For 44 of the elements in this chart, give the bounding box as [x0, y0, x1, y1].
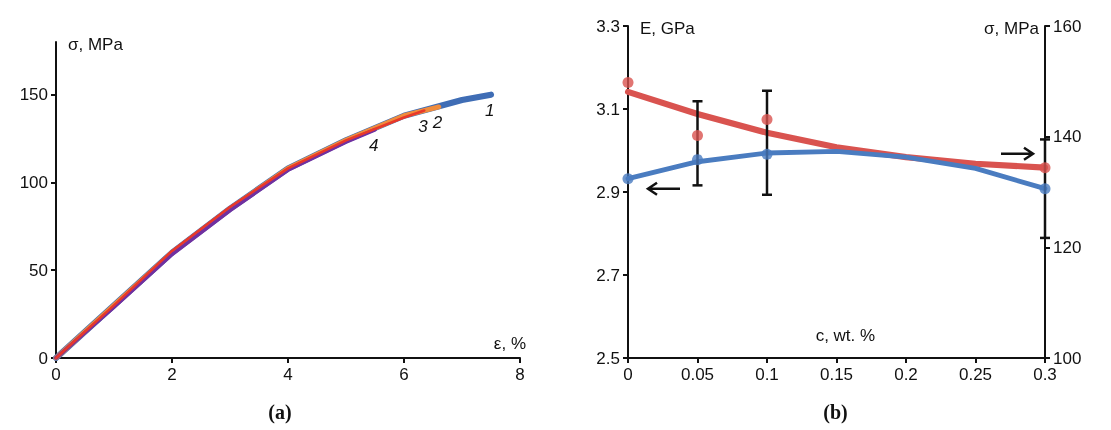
point — [622, 76, 634, 88]
y-axis-title: E, GPa — [640, 19, 696, 38]
y-tick-label: 2.9 — [596, 182, 620, 202]
x-tick-label: 0.15 — [819, 365, 854, 384]
text: (b) — [823, 401, 848, 424]
x-axis-title: c, wt. % — [815, 326, 876, 345]
x-tick-label: 2 — [167, 365, 177, 384]
point — [761, 148, 773, 160]
point — [1039, 183, 1051, 195]
x-tick-label: 0 — [623, 365, 633, 384]
series-label: 4 — [369, 136, 379, 156]
x-tick-label: 0 — [51, 365, 61, 384]
point — [622, 173, 634, 185]
y-tick-label: 3.1 — [596, 99, 620, 119]
y-axis-title: σ, MPa — [68, 35, 124, 54]
y-tick-label: 150 — [19, 85, 48, 105]
y-tick-label: 0 — [38, 348, 48, 368]
y2-tick-label: 140 — [1053, 127, 1082, 147]
y2-tick-label: 100 — [1053, 348, 1082, 368]
x-tick-label: 0.3 — [1033, 365, 1057, 384]
series-label: 3 — [418, 116, 429, 136]
point — [1039, 162, 1051, 174]
y2-tick-label: 120 — [1053, 237, 1082, 257]
x-tick-label: 6 — [399, 365, 409, 384]
y-tick-label: 2.5 — [596, 348, 620, 368]
y-tick-label: 100 — [19, 172, 48, 192]
text: (a) — [268, 401, 292, 424]
point — [692, 154, 703, 166]
y-tick-label: 3.3 — [596, 16, 620, 36]
point — [761, 114, 773, 126]
x-tick-label: 8 — [515, 365, 525, 384]
point — [692, 130, 703, 142]
y2-axis-title: σ, MPa — [984, 19, 1040, 38]
series-label: 2 — [431, 113, 443, 133]
x-tick-label: 4 — [283, 365, 293, 384]
series-label: 1 — [485, 101, 495, 121]
y2-tick-label: 160 — [1053, 16, 1082, 36]
x-tick-label: 0.05 — [680, 365, 715, 384]
y-tick-label: 50 — [29, 260, 48, 280]
x-tick-label: 0.1 — [755, 365, 779, 384]
x-axis-title: ε, % — [493, 334, 526, 353]
x-tick-label: 0.2 — [894, 365, 918, 384]
y-tick-label: 2.7 — [596, 265, 620, 285]
x-tick-label: 0.25 — [958, 365, 993, 384]
